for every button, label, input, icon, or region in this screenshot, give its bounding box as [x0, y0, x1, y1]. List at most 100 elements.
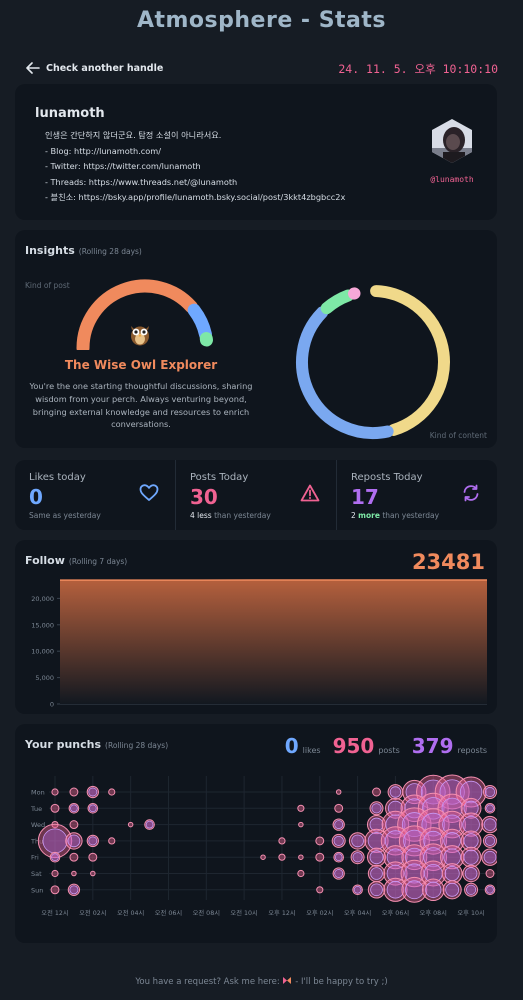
punchcard-subtitle: (Rolling 28 days)	[105, 741, 169, 750]
check-another-handle-label: Check another handle	[46, 62, 164, 74]
kind-of-content-label: Kind of content	[429, 431, 487, 440]
bio-line-blog[interactable]: - Blog: http://lunamoth.com/	[45, 145, 162, 156]
insights-title: Insights (Rolling 28 days)	[25, 244, 142, 257]
punch-bubble-inner	[88, 804, 97, 813]
punch-bubble-inner	[385, 814, 406, 835]
punch-bubble-inner	[463, 833, 479, 849]
gauge-segment	[76, 279, 198, 350]
punch-day-label: Sat	[31, 870, 42, 878]
posts-delta: 4	[190, 511, 195, 520]
follow-subtitle: (Rolling 7 days)	[68, 557, 128, 566]
follow-area	[60, 580, 487, 704]
likes-today-value: 0	[29, 485, 43, 509]
punch-bubble	[335, 789, 342, 795]
posts-today: Posts Today 30 4 less than yesterday	[175, 460, 336, 530]
punch-bubble	[69, 787, 79, 797]
punch-bubble	[50, 803, 60, 813]
follow-y-tick: 0	[50, 701, 54, 709]
punch-bubble	[297, 869, 305, 878]
repost-icon	[463, 484, 479, 502]
punch-hour-label: 오후 04시	[344, 909, 371, 917]
punch-hour-label: 오전 08시	[193, 908, 220, 917]
owl-icon	[131, 326, 149, 346]
follow-title: Follow (Rolling 7 days)	[25, 554, 127, 567]
punch-hour-label: 오전 04시	[117, 908, 144, 917]
punch-bubble-inner	[333, 835, 344, 846]
bio-line-bsky[interactable]: - 블친소: https://bsky.app/profile/lunamoth…	[45, 192, 346, 203]
punch-bubble-inner	[445, 882, 460, 897]
reposts-today-sub: 2 more than yesterday	[351, 511, 439, 520]
punch-bubble-inner	[401, 812, 427, 838]
avatar[interactable]	[429, 118, 475, 164]
punch-bubble-inner	[70, 804, 78, 813]
kind-of-post-label: Kind of post	[25, 281, 70, 290]
punch-bubble-inner	[483, 850, 497, 864]
follow-y-tick: 10,000	[31, 648, 54, 656]
kind-of-content-donut	[296, 285, 450, 439]
punch-bubble-inner	[443, 832, 461, 850]
punch-bubble	[316, 886, 324, 894]
posts-delta-word: less	[197, 511, 212, 520]
bio-line-threads[interactable]: - Threads: https://www.threads.net/@luna…	[45, 176, 238, 187]
punchcard-title: Your punchs (Rolling 28 days)	[25, 738, 168, 751]
punch-day-label: Sun	[31, 886, 43, 894]
punch-bubble	[51, 869, 59, 878]
punchcard-chart: Mon Tue Wed Thu Fri Sat Sun 오전 12시 오전 02시 오전 04시 오…	[30, 774, 497, 917]
punch-bubble-inner	[352, 852, 363, 863]
donut-segment	[296, 306, 394, 439]
punch-bubble-inner	[370, 867, 383, 880]
punch-bubble	[51, 788, 59, 796]
check-another-handle-link[interactable]: Check another handle	[26, 62, 163, 74]
follow-y-tick: 5,000	[35, 674, 54, 682]
follow-y-tick: 15,000	[31, 621, 54, 629]
top-bar: Check another handle 24. 11. 5. 오후 10:10…	[26, 62, 498, 78]
follow-title-text: Follow	[25, 554, 65, 567]
insights-subtitle: (Rolling 28 days)	[78, 247, 142, 256]
arrow-left-icon	[26, 62, 40, 74]
punch-bubble-inner	[462, 815, 480, 834]
punch-bubble-inner	[404, 880, 424, 900]
punch-bubble	[278, 853, 286, 861]
punch-bubble-inner	[88, 787, 98, 797]
punch-bubble-inner	[88, 836, 98, 846]
likes-total-label: likes	[302, 746, 321, 755]
butterfly-icon[interactable]	[282, 976, 292, 985]
profile-bio: 인생은 간단하지 않더군요. 탐정 소설이 아니라서요. - Blog: htt…	[45, 128, 345, 206]
reposts-today-value: 17	[351, 485, 379, 509]
punch-bubble	[298, 821, 304, 828]
punch-bubble-inner	[486, 885, 494, 894]
punch-bubble-inner	[442, 814, 463, 835]
avatar-handle: @lunamoth	[430, 175, 474, 184]
gauge-segment	[187, 303, 212, 341]
today-stats-card: Likes today 0 Same as yesterday Posts To…	[15, 460, 497, 530]
punchcard-totals: 0 likes 950 posts 379 reposts	[285, 734, 487, 758]
punch-bubble-inner	[483, 818, 497, 831]
insights-card: Insights (Rolling 28 days) Kind of post K…	[15, 230, 497, 448]
punch-day-label: Tue	[30, 805, 42, 813]
posts-sub-tail: than yesterday	[214, 511, 271, 520]
punch-bubble	[334, 803, 344, 813]
punch-hour-label: 오후 02시	[306, 909, 333, 917]
likes-total: 0	[284, 734, 299, 758]
punch-bubble-inner	[334, 853, 343, 862]
punch-hour-label: 오후 12시	[268, 909, 295, 917]
punch-hour-label: 오전 02시	[79, 908, 106, 917]
punch-bubble-inner	[466, 884, 477, 895]
punch-bubble-inner	[145, 820, 154, 829]
likes-today-label: Likes today	[29, 472, 86, 483]
punchcard-card: Your punchs (Rolling 28 days) 0 likes 950…	[15, 724, 497, 943]
posts-today-label: Posts Today	[190, 472, 249, 483]
punch-bubble-inner	[353, 885, 362, 894]
punch-bubble-inner	[484, 786, 496, 798]
punch-hour-label: 오후 10시	[457, 909, 484, 917]
punch-hour-label: 오전 06시	[155, 908, 182, 917]
insights-title-text: Insights	[25, 244, 75, 257]
bio-line-twitter[interactable]: - Twitter: https://twitter.com/lunamoth	[45, 161, 201, 172]
timestamp: 24. 11. 5. 오후 10:10:10	[338, 62, 498, 76]
follow-y-tick: 20,000	[31, 595, 54, 603]
persona-description: You're the one starting thoughtful discu…	[29, 381, 253, 430]
donut-segment	[370, 285, 450, 436]
punch-bubble	[90, 870, 96, 877]
punch-bubble	[315, 836, 325, 846]
punch-bubble	[372, 787, 381, 797]
